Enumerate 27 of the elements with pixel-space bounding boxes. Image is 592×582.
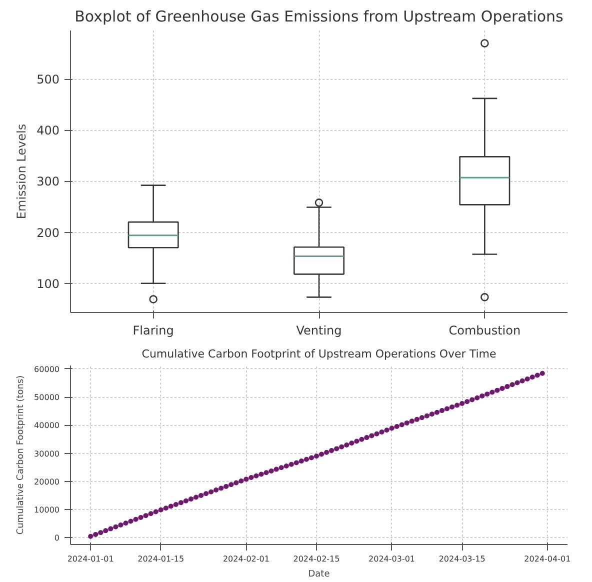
chart-title: Boxplot of Greenhouse Gas Emissions from Upstream Operations: [74, 8, 564, 26]
y-tick-label: 30000: [34, 449, 60, 458]
y-tick-label: 20000: [34, 477, 60, 486]
y-tick-label: 40000: [34, 421, 60, 430]
y-axis-title: Emission Levels: [14, 124, 29, 220]
x-tick-label: 2024-01-15: [138, 554, 184, 564]
x-tick-label: Combustion: [448, 324, 521, 338]
x-axis-title: Date: [308, 570, 330, 580]
y-tick-label: 200: [36, 226, 60, 240]
x-tick-label: 2024-02-15: [293, 554, 340, 564]
y-tick-label: 100: [36, 276, 60, 291]
chart-title: Cumulative Carbon Footprint of Upstream Operations Over Time: [142, 348, 496, 360]
x-tick-label: 2024-03-01: [368, 554, 416, 564]
y-tick-label: 400: [36, 124, 60, 138]
y-tick-label: 500: [36, 72, 60, 87]
x-tick-label: Flaring: [132, 324, 174, 338]
x-tick-label: 2024-03-15: [438, 554, 486, 564]
y-tick-label: 300: [36, 174, 60, 189]
y-tick-label: 10000: [34, 506, 60, 515]
x-tick-label: Venting: [296, 324, 342, 338]
y-axis-title: Cumulative Carbon Footprint (tons): [16, 375, 26, 535]
x-tick-label: 2024-01-01: [67, 554, 114, 564]
y-tick-label: 0: [54, 534, 60, 543]
x-tick-label: 2024-04-01: [524, 554, 571, 564]
x-tick-label: 2024-02-01: [222, 554, 270, 564]
y-tick-label: 50000: [34, 393, 60, 402]
y-tick-label: 60000: [34, 364, 60, 374]
